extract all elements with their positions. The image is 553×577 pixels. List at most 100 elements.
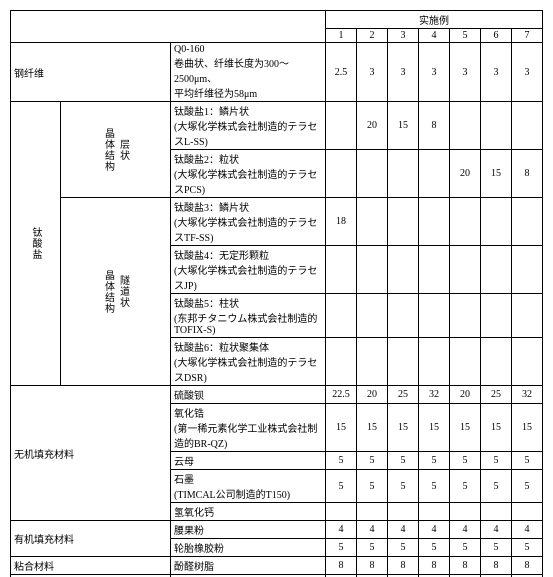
cell: 5 (450, 470, 481, 503)
cell (419, 150, 450, 198)
cell: 5 (326, 452, 357, 470)
cell (326, 338, 357, 386)
cell (450, 338, 481, 386)
cell (357, 150, 388, 198)
cell: 5 (419, 452, 450, 470)
inorganic-filler: 无机填充材料 (11, 386, 171, 521)
cell: 8 (450, 557, 481, 575)
cell (419, 338, 450, 386)
cell: 5 (357, 575, 388, 577)
cell: 18 (326, 198, 357, 246)
col-7: 7 (512, 29, 543, 43)
cell: 4 (512, 521, 543, 539)
cell: 5 (388, 575, 419, 577)
cell: 5 (388, 470, 419, 503)
cell: 5 (419, 575, 450, 577)
cell (419, 503, 450, 521)
cell (450, 198, 481, 246)
cell: 15 (326, 404, 357, 452)
cell (357, 198, 388, 246)
cell (388, 503, 419, 521)
cell: 2.5 (326, 43, 357, 102)
cell (326, 102, 357, 150)
cell (326, 503, 357, 521)
col-2: 2 (357, 29, 388, 43)
cell (419, 246, 450, 294)
cell: 5 (419, 470, 450, 503)
cell (512, 294, 543, 338)
cell: 3 (481, 43, 512, 102)
cell: 5 (388, 452, 419, 470)
cell (481, 503, 512, 521)
col-6: 6 (481, 29, 512, 43)
aramid-fiber: 芳纶纤维 (171, 575, 326, 577)
cell: 15 (388, 404, 419, 452)
cell: 15 (388, 102, 419, 150)
cell (357, 503, 388, 521)
cell: 4 (481, 521, 512, 539)
cell (481, 246, 512, 294)
cell: 15 (450, 404, 481, 452)
titanate-5: 钛酸盐5：柱状 (东邦チタニウム株式会社制造的TOFIX-S) (171, 294, 326, 338)
cell: 8 (357, 557, 388, 575)
cell: 8 (419, 102, 450, 150)
calcium-hydroxide: 氢氧化钙 (171, 503, 326, 521)
cell: 5 (357, 539, 388, 557)
barium-sulfate: 硫酸钡 (171, 386, 326, 404)
tunnel-crystal: 隧道状 晶体结构 (61, 198, 171, 386)
cell: 15 (512, 404, 543, 452)
cell: 20 (357, 102, 388, 150)
col-4: 4 (419, 29, 450, 43)
cell (481, 338, 512, 386)
cell: 25 (481, 386, 512, 404)
example-header: 实施例 (326, 11, 543, 29)
cell: 3 (357, 43, 388, 102)
mica: 云母 (171, 452, 326, 470)
steel-fiber-desc: Q0-160 卷曲状、纤维长度为300～2500μm、 平均纤维径为58μm (171, 43, 326, 102)
cell: 5 (326, 539, 357, 557)
cell (450, 503, 481, 521)
cell: 5 (450, 539, 481, 557)
cell: 20 (357, 386, 388, 404)
cell: 32 (419, 386, 450, 404)
cell (512, 198, 543, 246)
fiber-base: 纤维基材 (11, 575, 171, 577)
titanate-1: 钛酸盐1：鳞片状 (大塚化学株式会社制造的テラセスL-SS) (171, 102, 326, 150)
cell: 32 (512, 386, 543, 404)
cell: 8 (512, 150, 543, 198)
cell: 15 (481, 404, 512, 452)
cell (326, 294, 357, 338)
cell: 22.5 (326, 386, 357, 404)
cell (388, 198, 419, 246)
cell: 3 (388, 43, 419, 102)
cell (512, 246, 543, 294)
col-1: 1 (326, 29, 357, 43)
cell: 20 (450, 150, 481, 198)
cell: 3 (512, 43, 543, 102)
col-5: 5 (450, 29, 481, 43)
cell: 5 (512, 452, 543, 470)
cell: 4 (326, 521, 357, 539)
titanate-group: 钛酸盐 (11, 102, 61, 386)
cell: 5 (388, 539, 419, 557)
cell (326, 246, 357, 294)
cell: 15 (481, 150, 512, 198)
cell (388, 150, 419, 198)
cell: 5 (357, 470, 388, 503)
cell: 20 (450, 386, 481, 404)
blank-header (11, 11, 326, 43)
cell: 4 (388, 521, 419, 539)
cell: 3 (419, 43, 450, 102)
binder: 粘合材料 (11, 557, 171, 575)
titanate-6: 钛酸盐6：粒状聚集体 (大塚化学株式会社制造的テラセスDSR) (171, 338, 326, 386)
cell (481, 102, 512, 150)
cell: 5 (326, 575, 357, 577)
cell (326, 150, 357, 198)
cell: 5 (512, 575, 543, 577)
cell: 4 (357, 521, 388, 539)
cell: 8 (512, 557, 543, 575)
cell: 5 (512, 470, 543, 503)
cell (481, 294, 512, 338)
cell (512, 503, 543, 521)
cell (419, 198, 450, 246)
